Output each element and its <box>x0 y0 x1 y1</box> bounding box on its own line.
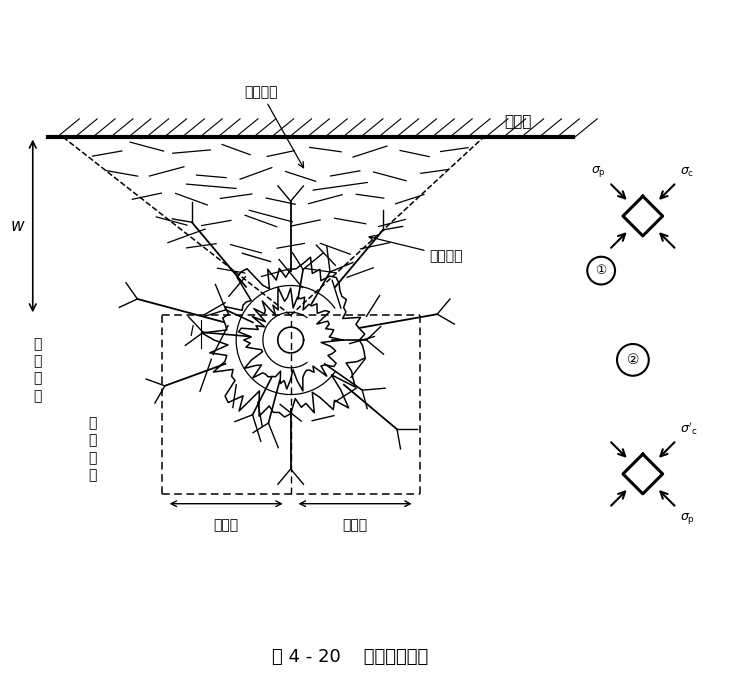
Text: 拉断裂缝: 拉断裂缝 <box>369 235 463 263</box>
Text: 破碎区: 破碎区 <box>342 519 368 533</box>
Text: $\sigma_\mathrm{c}$: $\sigma_\mathrm{c}$ <box>680 166 695 179</box>
Text: $\sigma_\mathrm{p}$: $\sigma_\mathrm{p}$ <box>591 164 606 179</box>
Text: ①: ① <box>595 264 606 277</box>
Text: 粉碎区: 粉碎区 <box>213 519 239 533</box>
Text: w: w <box>11 217 25 235</box>
Text: $\sigma'_\mathrm{c}$: $\sigma'_\mathrm{c}$ <box>680 420 698 437</box>
Text: 爆破漏斗: 爆破漏斗 <box>244 85 304 168</box>
Text: $\sigma_\mathrm{p}$: $\sigma_\mathrm{p}$ <box>680 511 695 526</box>
Text: 径
向
裂
缝: 径 向 裂 缝 <box>34 337 42 403</box>
Text: 图 4 - 20    爆炸碎岩机理: 图 4 - 20 爆炸碎岩机理 <box>272 649 428 667</box>
Text: 自由面: 自由面 <box>504 114 531 129</box>
Text: ②: ② <box>627 353 639 367</box>
Text: 环
向
裂
缝: 环 向 裂 缝 <box>88 416 96 482</box>
Text: l: l <box>189 325 193 339</box>
